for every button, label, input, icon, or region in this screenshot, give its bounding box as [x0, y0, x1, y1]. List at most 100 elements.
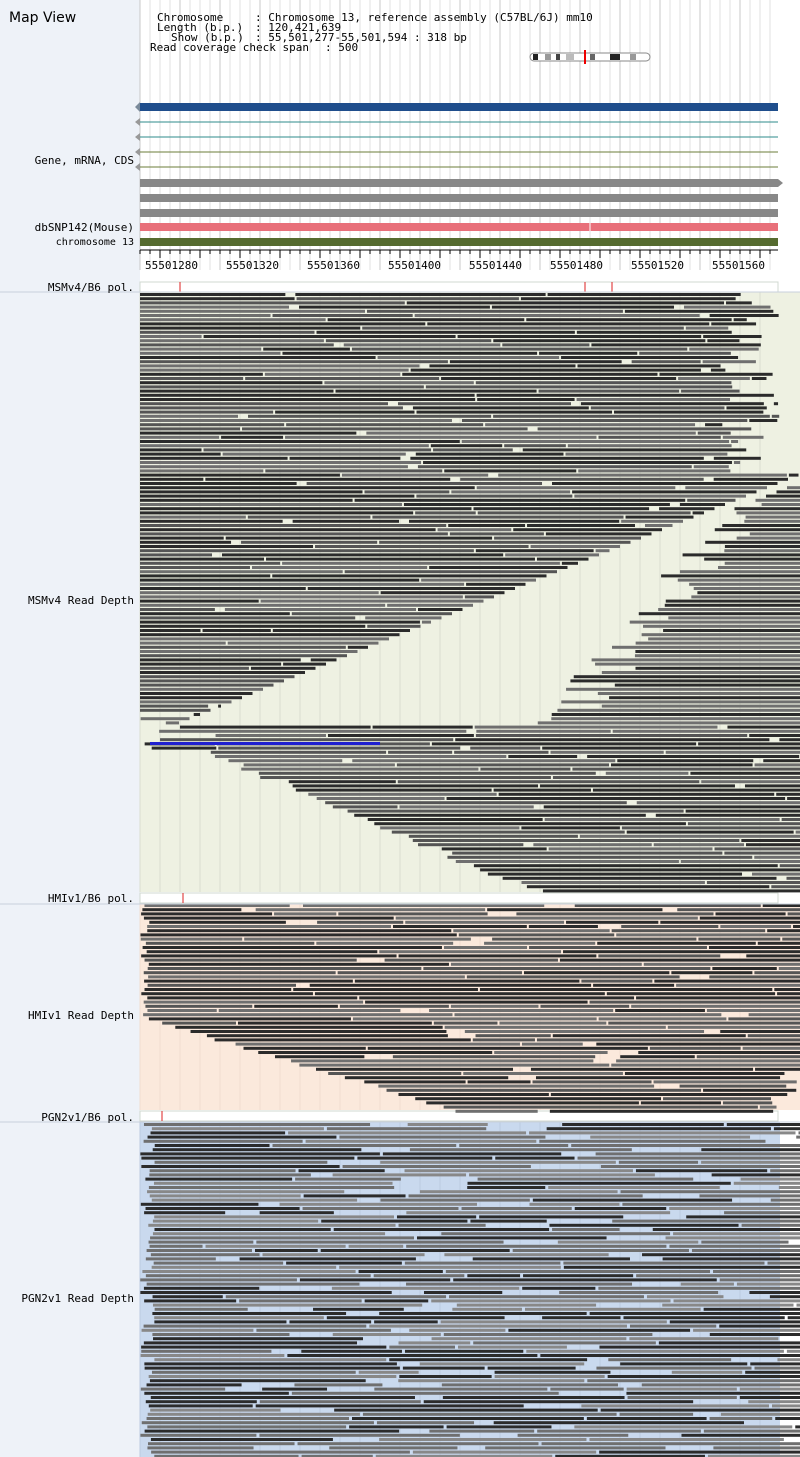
- hmi-read: [663, 1097, 771, 1101]
- pgn-read: [379, 1312, 587, 1315]
- pgn-read: [289, 1320, 372, 1324]
- msm-read: [202, 629, 271, 632]
- pgn-read: [205, 1244, 346, 1248]
- msm-read: [140, 448, 202, 452]
- msm-read: [387, 603, 473, 607]
- ideogram-band: [545, 54, 551, 60]
- msm-read: [140, 410, 274, 414]
- hmi-read: [254, 1004, 338, 1008]
- pgn-read: [239, 1257, 416, 1261]
- msm-read: [787, 797, 800, 800]
- msm-read: [140, 704, 209, 708]
- msm-read: [140, 532, 448, 536]
- pgn-read: [332, 1333, 441, 1336]
- msm-read: [140, 654, 347, 658]
- pgn-read: [669, 1320, 800, 1324]
- msm-read: [222, 452, 406, 456]
- msm-read: [595, 549, 610, 553]
- msm-read: [736, 511, 800, 515]
- msm-read: [140, 398, 476, 401]
- msm-read: [327, 318, 525, 322]
- msm-read: [508, 755, 578, 758]
- pgn-read: [517, 1433, 629, 1437]
- hmi-read: [487, 908, 663, 912]
- hmi-read: [530, 1067, 754, 1071]
- hmi-read: [643, 962, 800, 966]
- pgn-read: [494, 1375, 605, 1378]
- pgn-read: [577, 1156, 800, 1160]
- hmi-read: [145, 941, 315, 945]
- msm-read: [493, 339, 706, 343]
- hmi-read: [450, 1004, 539, 1008]
- pgn-read: [321, 1219, 468, 1223]
- pgn-read: [140, 1387, 226, 1391]
- msm-read: [648, 637, 800, 641]
- pgn-read: [641, 1383, 800, 1387]
- msm-read: [779, 864, 800, 868]
- hmi-read: [653, 1080, 797, 1084]
- pgn-read: [146, 1417, 350, 1420]
- hmi-read: [147, 996, 358, 1000]
- hmi-read: [550, 1093, 788, 1096]
- cds-bar: [140, 209, 778, 217]
- msm-read: [771, 885, 800, 889]
- pgn-read: [147, 1135, 337, 1139]
- msm-read: [521, 881, 705, 884]
- hmi-read: [703, 1088, 797, 1092]
- msm-read: [776, 490, 800, 494]
- hmi-read: [516, 912, 714, 916]
- hmi-read: [458, 933, 615, 937]
- pgn-read: [680, 1282, 734, 1286]
- msm-read: [423, 461, 732, 464]
- hmi-read: [720, 925, 792, 928]
- hmi-read: [778, 967, 800, 970]
- pgn-read: [453, 1278, 717, 1282]
- pgn-read: [701, 1240, 789, 1244]
- pgn-read: [739, 1396, 800, 1399]
- msm-read: [433, 448, 513, 452]
- msm-read: [140, 612, 290, 616]
- msm-read: [140, 696, 242, 700]
- msm-read: [526, 318, 732, 322]
- hmi-read: [466, 975, 680, 979]
- pgn-read: [600, 1165, 800, 1168]
- msm-read: [658, 608, 800, 611]
- msm-read: [714, 847, 800, 851]
- hmi-read: [206, 1034, 448, 1038]
- msm-read: [140, 305, 290, 309]
- msm-read: [664, 603, 800, 607]
- msm-read: [498, 792, 775, 796]
- pgn-read: [775, 1417, 800, 1420]
- msm-read: [224, 608, 417, 611]
- pgn-read: [145, 1257, 216, 1261]
- pgn-read: [320, 1249, 510, 1252]
- hmi-read: [494, 1051, 608, 1054]
- hmi-read: [742, 1046, 800, 1050]
- msm-read: [580, 402, 764, 406]
- msm-read: [140, 314, 271, 317]
- pgn-read: [259, 1211, 334, 1215]
- hmi-read: [484, 941, 596, 945]
- hmi-read: [450, 962, 642, 966]
- hmi-read: [433, 1021, 498, 1025]
- msm-read: [140, 700, 232, 704]
- pgn-read: [357, 1156, 493, 1160]
- msm-read: [140, 561, 281, 565]
- pgn-read: [339, 1265, 561, 1269]
- pgn-read: [375, 1454, 553, 1457]
- pgn-read: [770, 1198, 800, 1202]
- hmi-read: [144, 904, 290, 907]
- pgn-read: [665, 1236, 800, 1240]
- msm-read: [590, 406, 725, 410]
- hmi-read: [364, 1080, 466, 1084]
- msm-read: [140, 393, 475, 397]
- msm-read: [505, 553, 599, 557]
- ideogram-band: [566, 54, 574, 60]
- msm-read: [520, 297, 736, 301]
- pgn-read: [382, 1152, 562, 1156]
- hmi-read: [660, 920, 800, 924]
- pgn-read: [141, 1345, 387, 1349]
- pgn-read: [144, 1366, 400, 1370]
- msm-read: [526, 885, 770, 889]
